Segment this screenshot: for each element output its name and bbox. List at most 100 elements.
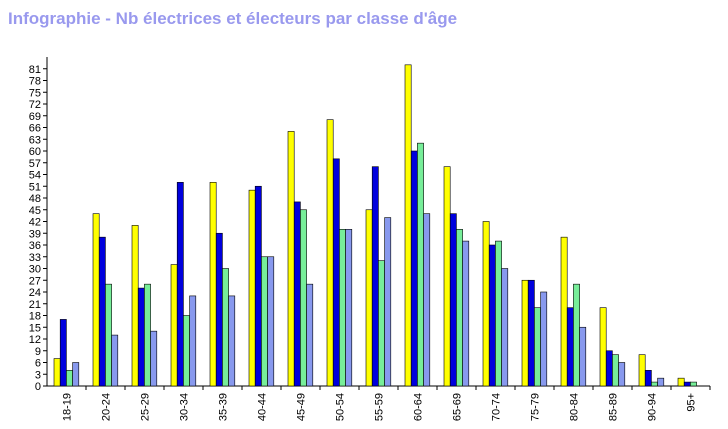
bar [53, 358, 61, 387]
bar [131, 225, 139, 387]
bar [527, 279, 535, 387]
bar [293, 201, 301, 387]
y-tick-label: 60 [29, 146, 41, 158]
y-tick-label: 78 [29, 76, 41, 88]
bar [677, 377, 685, 387]
bar [59, 319, 67, 387]
bar [651, 381, 658, 387]
bar [183, 315, 190, 387]
x-tick-label: 35-39 [218, 393, 230, 421]
y-tick-label: 18 [29, 311, 41, 323]
bar [248, 189, 256, 387]
y-tick-label: 66 [29, 123, 41, 135]
x-tick-label: 50-54 [335, 393, 347, 421]
bar [267, 256, 275, 387]
bar [72, 362, 80, 387]
y-tick-label: 15 [29, 322, 41, 334]
bar [144, 283, 151, 387]
y-tick-label: 30 [29, 264, 41, 276]
bar [690, 381, 697, 387]
x-tick-label: 70-74 [491, 393, 503, 421]
y-tick-label: 12 [29, 334, 41, 346]
y-tick-label: 0 [35, 381, 41, 393]
x-tick-label: 80-84 [569, 393, 581, 421]
bar [638, 354, 646, 387]
y-tick-label: 36 [29, 240, 41, 252]
y-axis-ticks: 0369121518212427303336394245485154576063… [29, 64, 47, 393]
y-tick-label: 3 [35, 369, 41, 381]
bar [560, 236, 568, 387]
y-tick-label: 21 [29, 299, 41, 311]
bar [573, 283, 580, 387]
bar [384, 217, 392, 387]
x-tick-label: 60-64 [413, 393, 425, 421]
chart-bars [53, 64, 697, 387]
y-tick-label: 51 [29, 181, 41, 193]
bar [371, 166, 379, 387]
bar [287, 131, 295, 387]
bar [105, 283, 112, 387]
bar [189, 295, 197, 387]
bar [540, 291, 548, 387]
bar [378, 260, 385, 387]
y-tick-label: 63 [29, 134, 41, 146]
y-tick-label: 81 [29, 64, 41, 76]
bar [176, 182, 184, 387]
bar [300, 209, 307, 387]
y-tick-label: 57 [29, 158, 41, 170]
bar [339, 229, 346, 387]
y-tick-label: 45 [29, 205, 41, 217]
bar [404, 64, 412, 387]
y-tick-label: 27 [29, 275, 41, 287]
x-axis-ticks: 18-19 20-24 25-29 30-34 35-39 40-44 45-49 50-54… [62, 386, 711, 421]
bar [365, 209, 373, 387]
y-tick-label: 72 [29, 99, 41, 111]
x-tick-label: 85-89 [608, 393, 620, 421]
bar [618, 362, 626, 387]
bar [306, 283, 314, 387]
bar [443, 166, 451, 387]
bar [345, 229, 353, 387]
bar [228, 295, 236, 387]
bar [501, 268, 509, 387]
x-tick-label: 95+ [686, 393, 698, 412]
bar [150, 330, 158, 387]
bar [98, 236, 106, 387]
x-tick-label: 75-79 [530, 393, 542, 421]
bar [417, 142, 424, 387]
x-tick-label: 65-69 [452, 393, 464, 421]
bar [326, 119, 334, 387]
bar [215, 232, 223, 387]
y-tick-label: 69 [29, 111, 41, 123]
x-tick-label: 45-49 [296, 393, 308, 421]
x-tick-label: 40-44 [257, 393, 269, 421]
chart-title: Infographie - Nb électrices et électeurs… [8, 9, 458, 28]
x-tick-label: 25-29 [140, 393, 152, 421]
bar [332, 158, 340, 387]
bar [261, 256, 268, 387]
y-tick-label: 39 [29, 228, 41, 240]
bar [579, 326, 587, 387]
bar [482, 221, 490, 387]
y-tick-label: 75 [29, 87, 41, 99]
bar [449, 213, 457, 387]
bar [254, 185, 262, 387]
y-tick-label: 24 [29, 287, 41, 299]
bar [170, 264, 178, 387]
bar [488, 244, 496, 387]
y-tick-label: 42 [29, 217, 41, 229]
y-tick-label: 48 [29, 193, 41, 205]
bar [111, 334, 119, 387]
bar [66, 370, 73, 387]
bar [495, 240, 502, 387]
bar [605, 350, 613, 387]
x-tick-label: 20-24 [101, 393, 113, 421]
bar [92, 213, 100, 387]
x-tick-label: 55-59 [374, 393, 386, 421]
bar [137, 287, 145, 387]
bar [644, 370, 652, 387]
y-tick-label: 9 [35, 346, 41, 358]
bar [423, 213, 431, 387]
x-tick-label: 90-94 [647, 393, 659, 421]
